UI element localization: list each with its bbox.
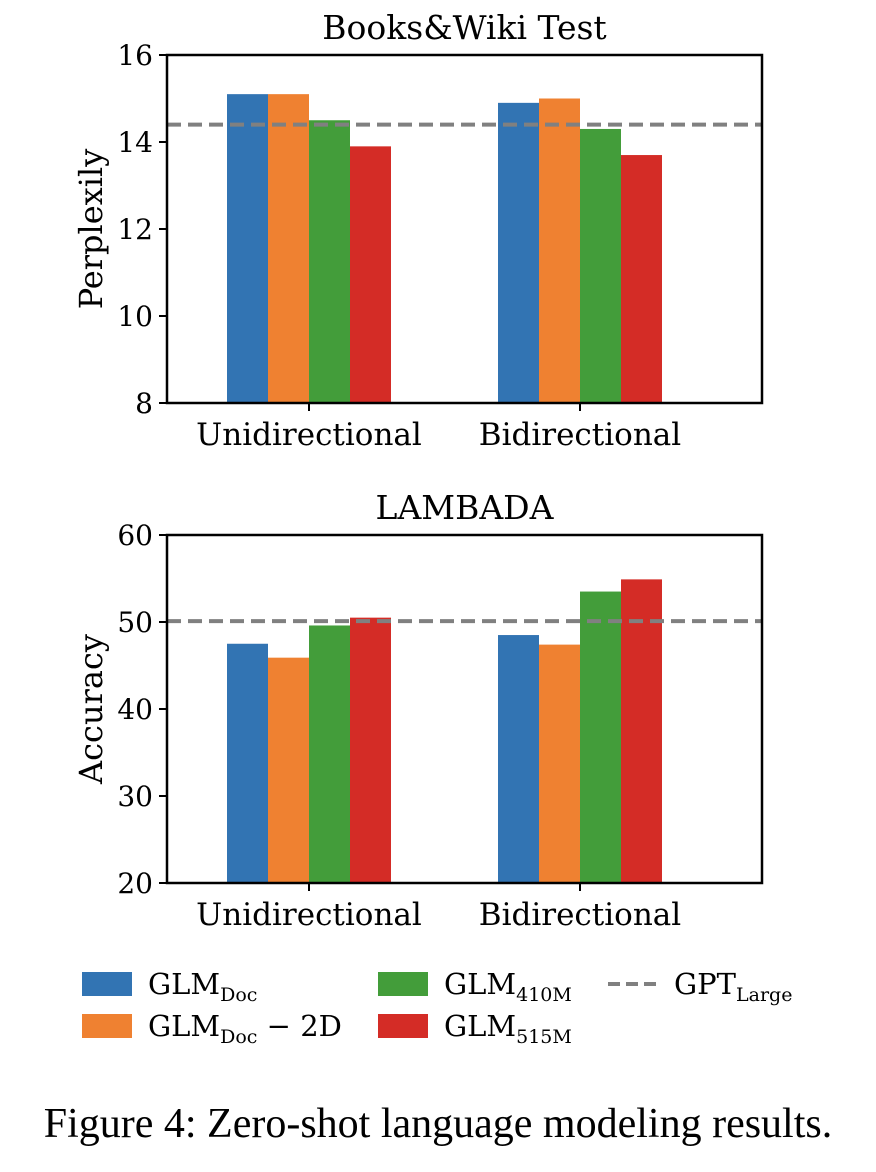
legend-swatch bbox=[378, 1014, 428, 1038]
legend-label: GLM410M bbox=[444, 967, 572, 1006]
bar-books-wiki-test-s2-c1 bbox=[580, 128, 621, 403]
y-axis-label: Perplexily bbox=[72, 149, 110, 310]
x-tick-label: Unidirectional bbox=[196, 417, 422, 453]
chart-books-wiki: Books&Wiki Test Perplexily 8 10 12 14 16 Unidir… bbox=[72, 8, 764, 453]
x-tick-label: Bidirectional bbox=[479, 897, 681, 933]
y-tick-label: 50 bbox=[117, 606, 153, 639]
y-tick-label: 10 bbox=[117, 300, 153, 333]
bar-lambada-s1-c0 bbox=[268, 657, 309, 883]
bar-books-wiki-test-s1-c1 bbox=[539, 98, 580, 403]
y-tick-label: 20 bbox=[117, 867, 153, 900]
figure-caption: Figure 4: Zero-shot language modeling re… bbox=[43, 1101, 833, 1147]
bar-books-wiki-test-s3-c1 bbox=[621, 155, 662, 403]
bar-lambada-s0-c0 bbox=[227, 643, 268, 883]
bar-books-wiki-test-s1-c0 bbox=[268, 94, 309, 404]
chart-lambada: LAMBADA Accuracy 20 30 40 50 60 Unidirectional B… bbox=[72, 488, 764, 933]
y-tick-label: 8 bbox=[135, 387, 153, 420]
bar-lambada-s3-c0 bbox=[350, 617, 391, 883]
legend-label: GLMDoc − 2D bbox=[148, 1009, 342, 1048]
x-tick-label: Bidirectional bbox=[479, 417, 681, 453]
y-tick-label: 16 bbox=[117, 39, 153, 72]
x-tick-label: Unidirectional bbox=[196, 897, 422, 933]
bar-lambada-s0-c1 bbox=[498, 635, 539, 883]
bar-books-wiki-test-s3-c0 bbox=[350, 146, 391, 403]
bar-lambada-s2-c1 bbox=[580, 591, 621, 883]
y-tick-label: 12 bbox=[117, 213, 153, 246]
legend-label: GLM515M bbox=[444, 1009, 572, 1048]
legend-swatch bbox=[82, 1014, 132, 1038]
bar-books-wiki-test-s0-c0 bbox=[227, 94, 268, 404]
bar-lambada-s1-c1 bbox=[539, 644, 580, 883]
bar-lambada-s2-c0 bbox=[309, 625, 350, 883]
bar-books-wiki-test-s0-c1 bbox=[498, 102, 539, 403]
chart-title: Books&Wiki Test bbox=[322, 8, 606, 47]
legend-swatch bbox=[82, 972, 132, 996]
legend-label: GLMDoc bbox=[148, 967, 257, 1006]
y-tick-label: 60 bbox=[117, 519, 153, 552]
bar-lambada-s3-c1 bbox=[621, 579, 662, 883]
bar-books-wiki-test-s2-c0 bbox=[309, 120, 350, 403]
figure: Books&Wiki Test Perplexily 8 10 12 14 16 Unidir… bbox=[72, 8, 792, 1048]
y-tick-label: 14 bbox=[117, 126, 153, 159]
y-tick-label: 30 bbox=[117, 780, 153, 813]
legend-label: GPTLarge bbox=[674, 967, 792, 1006]
y-axis-label: Accuracy bbox=[72, 634, 110, 785]
legend-swatch bbox=[378, 972, 428, 996]
chart-title: LAMBADA bbox=[376, 488, 555, 527]
y-tick-label: 40 bbox=[117, 693, 153, 726]
